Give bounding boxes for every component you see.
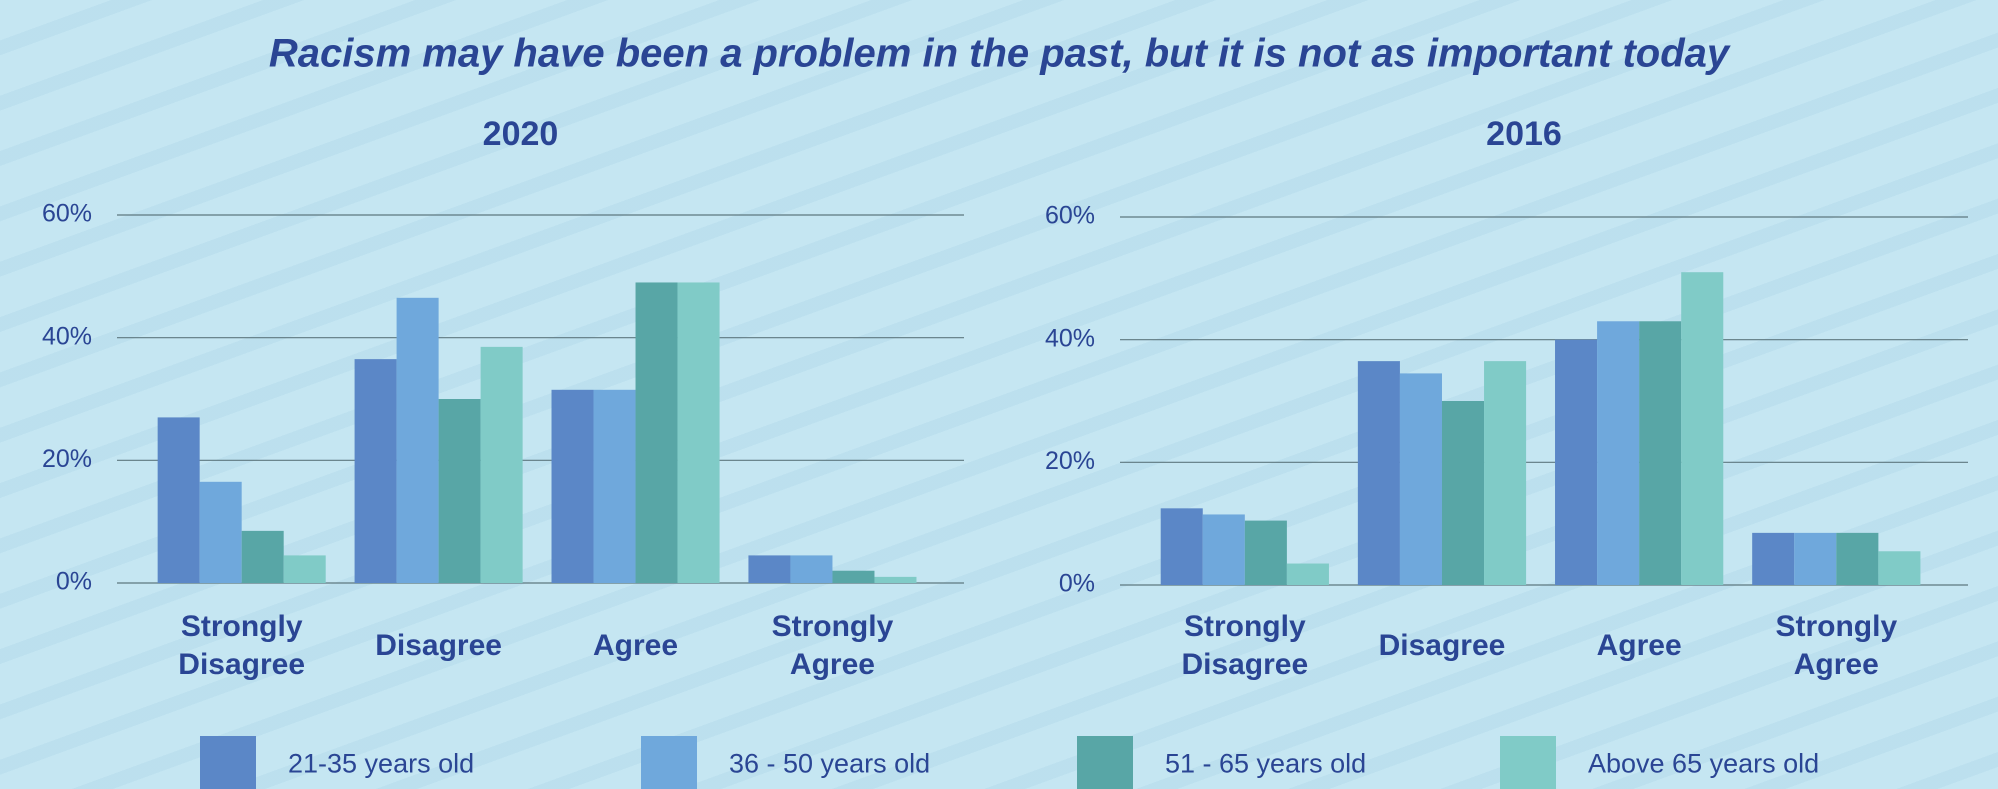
y-tick-label: 60% xyxy=(1045,202,1095,230)
bar xyxy=(396,297,439,583)
x-tick-label: Disagree xyxy=(375,629,502,662)
bar xyxy=(283,555,326,583)
bar xyxy=(1639,321,1682,585)
legend-label: 51 - 65 years old xyxy=(1165,748,1367,779)
bar xyxy=(1399,373,1442,585)
bar xyxy=(832,570,875,583)
legend-label: Above 65 years old xyxy=(1588,748,1820,779)
y-tick-label: 20% xyxy=(1045,447,1095,475)
legend-swatch xyxy=(641,736,697,789)
legend-swatch xyxy=(1077,736,1133,789)
bar xyxy=(551,389,594,583)
legend-swatch xyxy=(1500,736,1556,789)
chart-title: 2016 xyxy=(1486,115,1562,153)
main-title: Racism may have been a problem in the pa… xyxy=(269,32,1731,76)
x-tick-label: Strongly Disagree xyxy=(178,610,306,681)
bar xyxy=(748,555,791,583)
x-tick-label: Agree xyxy=(1596,629,1682,662)
bar xyxy=(241,530,284,583)
y-tick-label: 20% xyxy=(42,445,92,473)
bar xyxy=(790,555,833,583)
bar xyxy=(1878,551,1921,585)
y-tick-label: 0% xyxy=(1059,570,1095,598)
bar xyxy=(1836,532,1879,585)
bar xyxy=(1794,532,1837,585)
bar xyxy=(157,417,200,583)
x-tick-label: Disagree xyxy=(1378,629,1506,662)
x-tick-label: Strongly Agree xyxy=(771,610,894,681)
legend-label: 21-35 years old xyxy=(288,748,475,779)
bar xyxy=(438,399,481,583)
y-tick-label: 0% xyxy=(56,568,92,596)
bar xyxy=(1555,339,1598,585)
bar xyxy=(480,346,523,583)
bar xyxy=(1244,520,1287,585)
bar xyxy=(1484,361,1527,585)
x-tick-label: Agree xyxy=(593,629,679,662)
y-tick-label: 60% xyxy=(42,200,92,228)
x-tick-label: Strongly Disagree xyxy=(1181,610,1309,681)
bar xyxy=(354,359,397,583)
x-tick-label: Strongly Agree xyxy=(1775,610,1898,681)
legend-label: 36 - 50 years old xyxy=(729,748,931,779)
y-tick-label: 40% xyxy=(1045,324,1095,352)
bar xyxy=(1160,508,1203,585)
bar xyxy=(874,576,917,583)
bar xyxy=(593,389,636,583)
bar xyxy=(1681,272,1724,585)
y-tick-label: 40% xyxy=(42,322,92,350)
bar xyxy=(199,481,242,583)
chart-title: 2020 xyxy=(483,115,559,153)
bar xyxy=(1286,563,1329,585)
bar xyxy=(1357,361,1400,585)
legend-swatch xyxy=(200,736,256,789)
bar xyxy=(677,282,720,583)
bar xyxy=(1597,321,1640,585)
bar xyxy=(1202,514,1245,585)
bar xyxy=(1441,401,1485,585)
bar xyxy=(635,282,678,583)
bar xyxy=(1752,532,1795,585)
